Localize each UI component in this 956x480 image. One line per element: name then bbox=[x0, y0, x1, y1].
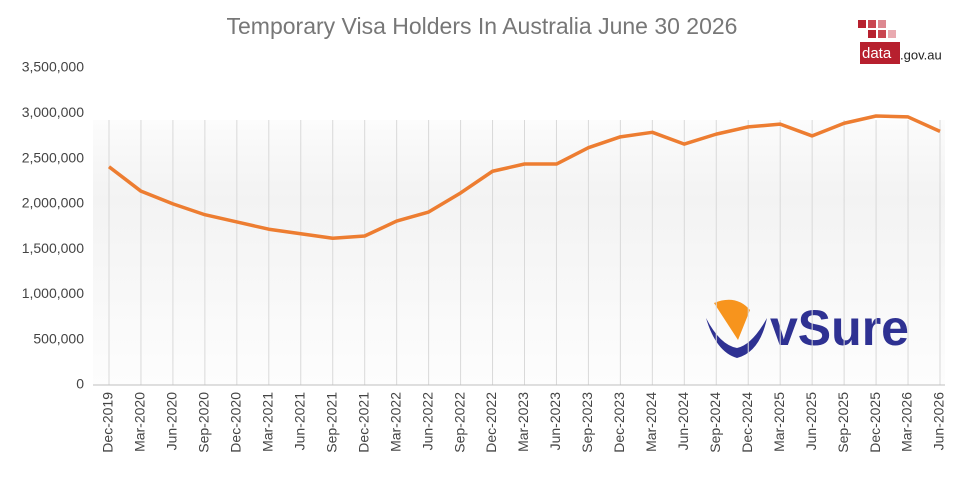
y-tick-label: 1,500,000 bbox=[22, 240, 84, 256]
x-tick-label: Jun-2021 bbox=[291, 392, 307, 451]
y-tick-label: 2,000,000 bbox=[22, 195, 84, 211]
x-tick-label: Dec-2025 bbox=[867, 392, 883, 453]
x-tick-label: Dec-2021 bbox=[355, 392, 371, 453]
vsure-logo: vSure bbox=[706, 299, 909, 358]
logo-text: data bbox=[862, 45, 892, 62]
x-tick-label: Sep-2021 bbox=[323, 392, 339, 453]
x-tick-label: Jun-2024 bbox=[675, 392, 691, 451]
x-tick-label: Jun-2022 bbox=[419, 392, 435, 451]
x-tick-label: Mar-2021 bbox=[260, 392, 276, 452]
y-tick-label: 3,500,000 bbox=[22, 59, 84, 75]
x-tick-label: Mar-2023 bbox=[515, 392, 531, 452]
x-tick-label: Sep-2025 bbox=[835, 392, 851, 453]
x-tick-label: Sep-2024 bbox=[707, 392, 723, 453]
line-series bbox=[107, 114, 941, 241]
x-tick-label: Mar-2026 bbox=[899, 392, 915, 452]
y-tick-label: 1,000,000 bbox=[22, 285, 84, 301]
x-tick-label: Jun-2020 bbox=[164, 392, 180, 451]
x-tick-label: Sep-2022 bbox=[451, 392, 467, 453]
x-tick-label: Dec-2020 bbox=[228, 392, 244, 453]
x-tick-label: Dec-2022 bbox=[483, 392, 499, 453]
y-tick-label: 500,000 bbox=[33, 330, 84, 346]
y-tick-label: 3,000,000 bbox=[22, 104, 84, 120]
x-tick-label: Dec-2024 bbox=[739, 392, 755, 453]
x-tick-label: Dec-2019 bbox=[100, 392, 116, 453]
x-tick-label: Sep-2023 bbox=[579, 392, 595, 453]
logo-text: vSure bbox=[770, 300, 909, 356]
x-tick-label: Mar-2024 bbox=[643, 392, 659, 452]
logo-text: .gov.au bbox=[900, 47, 942, 62]
x-tick-label: Mar-2022 bbox=[387, 392, 403, 452]
x-tick-label: Mar-2025 bbox=[771, 392, 787, 452]
chart-title: Temporary Visa Holders In Australia June… bbox=[227, 13, 738, 39]
x-tick-label: Jun-2023 bbox=[547, 392, 563, 451]
x-tick-label: Sep-2020 bbox=[196, 392, 212, 453]
x-tick-label: Jun-2025 bbox=[803, 392, 819, 451]
y-tick-label: 0 bbox=[76, 376, 84, 392]
x-tick-label: Mar-2020 bbox=[132, 392, 148, 452]
y-tick-label: 2,500,000 bbox=[22, 149, 84, 165]
x-tick-label: Jun-2026 bbox=[931, 392, 947, 451]
x-tick-label: Dec-2023 bbox=[611, 392, 627, 453]
data-gov-logo: data .gov.au bbox=[858, 20, 942, 64]
